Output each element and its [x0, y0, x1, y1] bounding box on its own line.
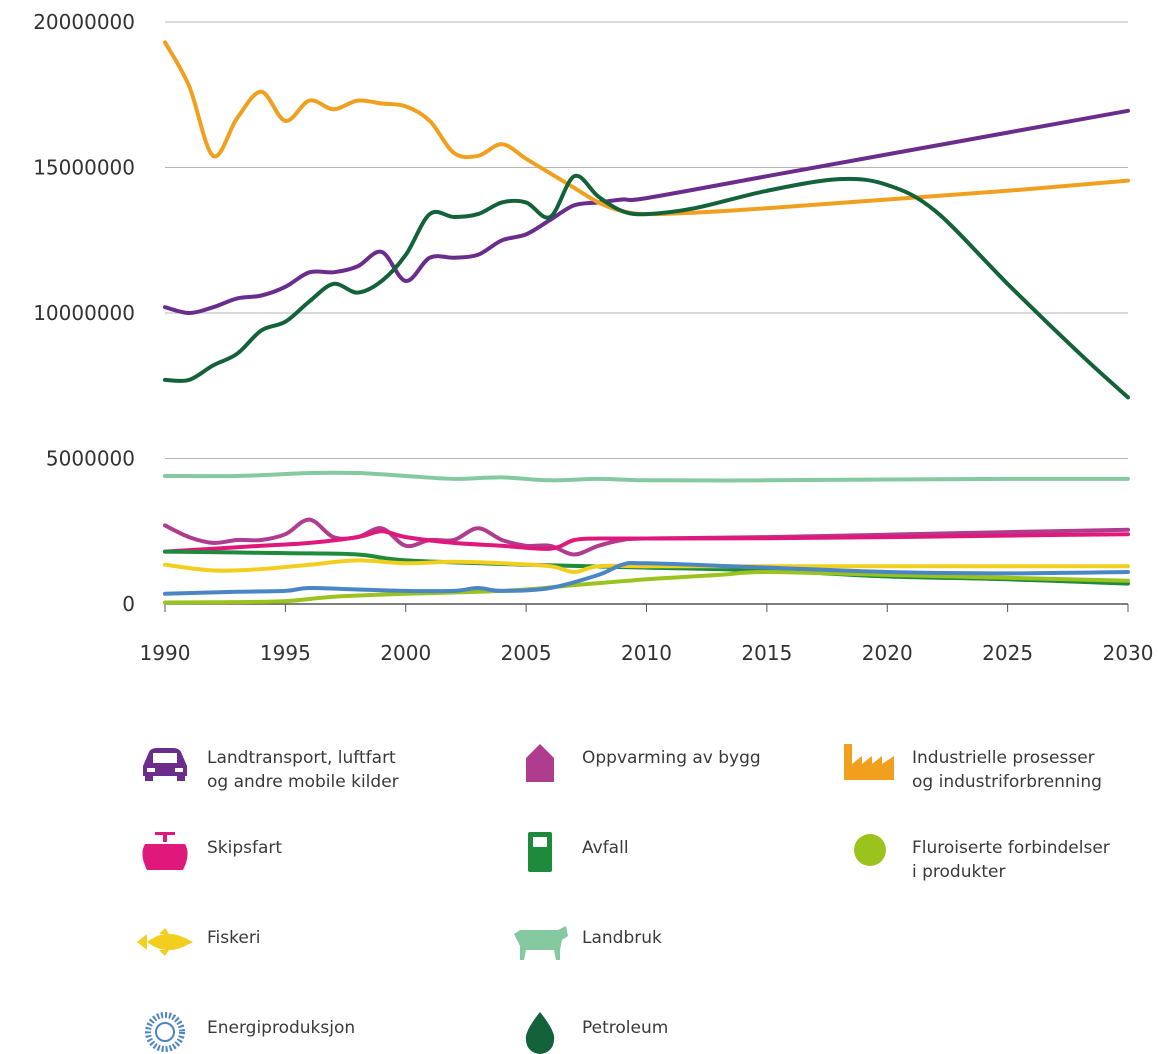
series-lines — [163, 40, 1130, 605]
fish-icon — [137, 928, 193, 956]
factory-icon — [844, 744, 894, 780]
y-tick-label: 10000000 — [33, 301, 135, 325]
legend-label: Fiskeri — [207, 928, 261, 948]
car-icon — [143, 748, 187, 781]
series-line-dot — [163, 570, 1130, 605]
legend-label: Energiproduksjon — [207, 1018, 356, 1038]
bin-icon — [528, 832, 552, 872]
legend-item-fluor: Fluroiserte forbindelser i produkter — [840, 830, 1110, 884]
legend-label: Fluroiserte forbindelser i produkter — [912, 838, 1110, 882]
house-icon — [526, 744, 554, 782]
x-tick-label: 2030 — [1103, 641, 1154, 665]
drop-icon — [525, 1012, 555, 1054]
legend: Landtransport, luftfart og andre mobile … — [0, 720, 1158, 1054]
x-tick-label: 1990 — [140, 641, 191, 665]
y-tick-label: 20000000 — [33, 10, 135, 34]
cow-icon — [514, 926, 568, 960]
legend-label: Oppvarming av bygg — [582, 748, 761, 768]
x-tick-label: 2005 — [501, 641, 552, 665]
grid-lines — [164, 21, 1129, 612]
x-axis-ticks: 1990 1995 2000 2005 2010 2015 2020 2025 2030 — [140, 641, 1154, 665]
y-tick-label: 5000000 — [46, 447, 135, 471]
series-line-fish — [163, 558, 1130, 574]
x-tick-label: 2000 — [380, 641, 431, 665]
legend-label: Skipsfart — [207, 838, 283, 858]
x-tick-label: 2025 — [982, 641, 1033, 665]
legend-item-fiskeri: Fiskeri — [135, 920, 261, 964]
legend-item-industri: Industrielle prosesser og industriforbre… — [840, 740, 1102, 794]
x-tick-label: 1995 — [260, 641, 311, 665]
legend-item-avfall: Avfall — [510, 830, 629, 874]
legend-item-oppvarming: Oppvarming av bygg — [510, 740, 761, 784]
series-line-sun — [163, 561, 1130, 596]
legend-item-landtransport: Landtransport, luftfart og andre mobile … — [135, 740, 399, 794]
dot-icon — [854, 834, 886, 866]
ship-icon — [142, 832, 188, 870]
legend-label: Landtransport, luftfart og andre mobile … — [207, 748, 399, 792]
series-line-cow — [163, 470, 1130, 483]
legend-label: Avfall — [582, 838, 629, 858]
y-tick-label: 15000000 — [33, 156, 135, 180]
y-axis-ticks: 0 5000000 10000000 15000000 20000000 — [33, 10, 135, 616]
x-tick-label: 2010 — [621, 641, 672, 665]
legend-label: Industrielle prosesser og industriforbre… — [912, 748, 1102, 792]
x-tick-label: 2020 — [862, 641, 913, 665]
y-tick-label: 0 — [122, 592, 135, 616]
legend-item-landbruk: Landbruk — [510, 920, 662, 964]
series-line-factory — [163, 40, 1130, 217]
legend-label: Landbruk — [582, 928, 662, 948]
sun-icon — [145, 1012, 185, 1052]
legend-item-petroleum: Petroleum — [510, 1010, 668, 1054]
series-line-car — [163, 108, 1130, 315]
series-line-ship — [163, 529, 1130, 554]
series-line-drop — [163, 173, 1130, 400]
x-tick-label: 2015 — [741, 641, 792, 665]
legend-item-skipsfart: Skipsfart — [135, 830, 282, 874]
legend-item-energi: Energiproduksjon — [135, 1010, 355, 1054]
legend-label: Petroleum — [582, 1018, 669, 1038]
